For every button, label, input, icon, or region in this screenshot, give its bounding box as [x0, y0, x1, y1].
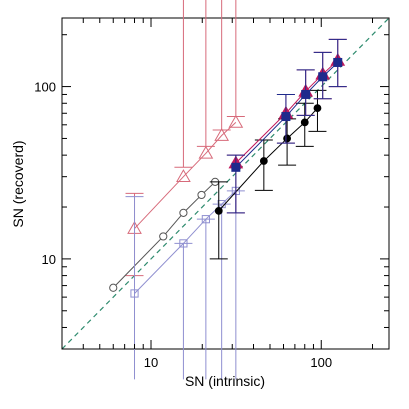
triangle-marker	[198, 145, 214, 159]
y-tick-label: 100	[34, 80, 56, 95]
reference-line-layer	[61, 17, 390, 350]
x-axis-title: SN (intrinsic)	[185, 373, 265, 389]
square-marker	[333, 57, 343, 67]
series-line	[134, 190, 237, 294]
series-1	[109, 177, 220, 292]
triangle-marker	[228, 114, 244, 128]
circle-marker	[313, 104, 322, 113]
square-marker	[231, 162, 241, 172]
axes-layer: 10 100 10 100	[34, 18, 389, 370]
square-marker	[301, 89, 311, 99]
series-3	[209, 89, 327, 260]
y-tick-label: 10	[42, 252, 56, 267]
series-line	[134, 121, 237, 229]
data-layer	[109, 0, 347, 380]
series-5	[226, 38, 347, 214]
series-0	[125, 0, 245, 277]
circle-marker	[159, 232, 168, 241]
triangle-marker	[214, 128, 230, 141]
square-marker	[281, 112, 291, 122]
x-tick-label: 100	[310, 355, 332, 370]
square-marker	[201, 215, 210, 224]
triangle-marker	[176, 169, 191, 183]
square-marker	[179, 239, 188, 248]
y-axis-title: SN (recoverd)	[10, 140, 26, 227]
square-marker	[318, 72, 328, 82]
circle-marker	[109, 283, 118, 292]
plot-frame	[61, 17, 390, 350]
circle-marker	[214, 206, 223, 215]
circle-marker	[300, 118, 309, 127]
circle-marker	[283, 134, 291, 143]
square-marker	[130, 289, 139, 298]
circle-marker	[259, 157, 268, 165]
reference-line	[61, 17, 390, 350]
x-tick-label: 10	[144, 355, 158, 370]
circle-marker	[197, 190, 206, 200]
circle-marker	[179, 208, 188, 217]
